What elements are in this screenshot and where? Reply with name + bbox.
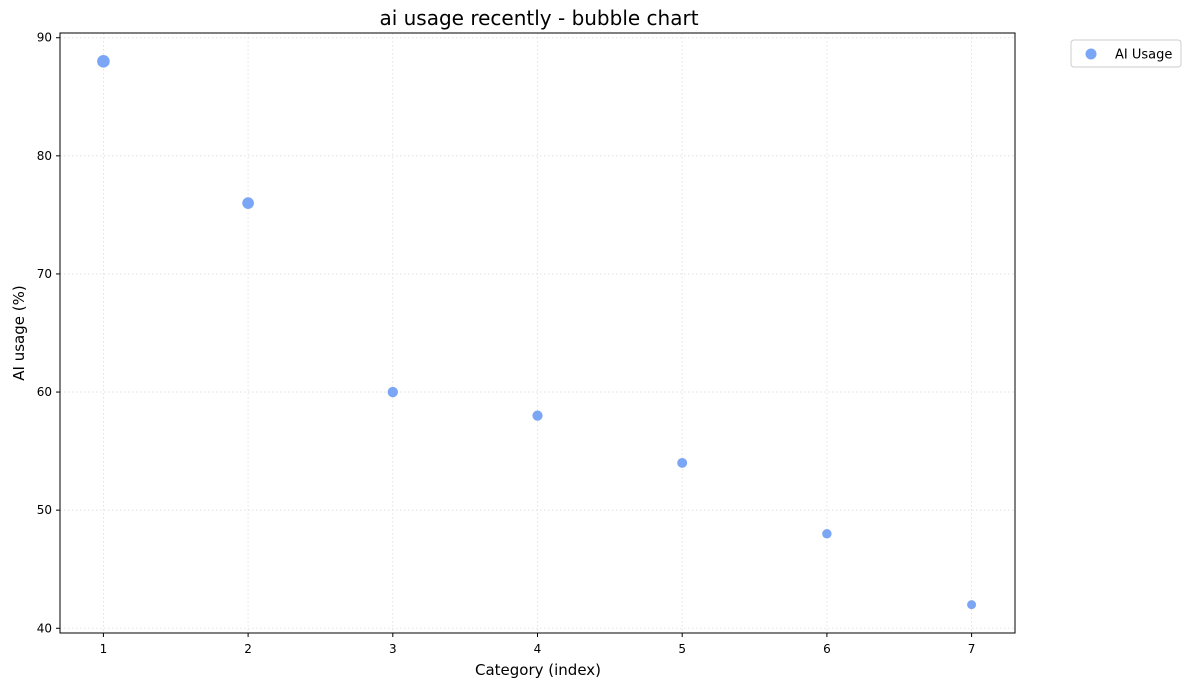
data-point	[532, 410, 543, 421]
legend-marker	[1085, 48, 1097, 60]
data-point	[387, 386, 399, 398]
x-tick-label: 4	[534, 642, 542, 656]
y-tick-label: 50	[37, 503, 52, 517]
x-tick-label: 6	[823, 642, 831, 656]
x-tick-label: 7	[968, 642, 976, 656]
x-tick-label: 1	[100, 642, 108, 656]
data-point	[242, 197, 254, 209]
y-tick-label: 60	[37, 385, 52, 399]
y-axis-title: AI usage (%)	[10, 285, 28, 380]
x-tick-label: 3	[389, 642, 397, 656]
y-tick-label: 40	[37, 621, 52, 635]
y-tick-label: 80	[37, 149, 52, 163]
y-tick-label: 90	[37, 31, 52, 45]
data-point	[677, 457, 688, 468]
legend-frame	[1070, 39, 1182, 68]
legend-entry-ai-usage: AI Usage	[1115, 48, 1172, 63]
legend: AI Usage	[1070, 39, 1182, 68]
x-axis-ticks: 1 2 3 4 5 6 7	[100, 633, 976, 656]
x-axis-title: Category (index)	[475, 661, 601, 679]
data-point	[822, 529, 832, 539]
data-point	[967, 600, 977, 610]
data-point	[97, 55, 110, 68]
data-points	[97, 55, 977, 610]
chart-title: ai usage recently - bubble chart	[379, 6, 698, 30]
x-tick-label: 2	[244, 642, 252, 656]
x-tick-label: 5	[678, 642, 686, 656]
y-tick-label: 70	[37, 267, 52, 281]
grid-lines	[60, 33, 1015, 633]
y-axis-ticks: 40 50 60 70 80 90	[37, 31, 60, 635]
